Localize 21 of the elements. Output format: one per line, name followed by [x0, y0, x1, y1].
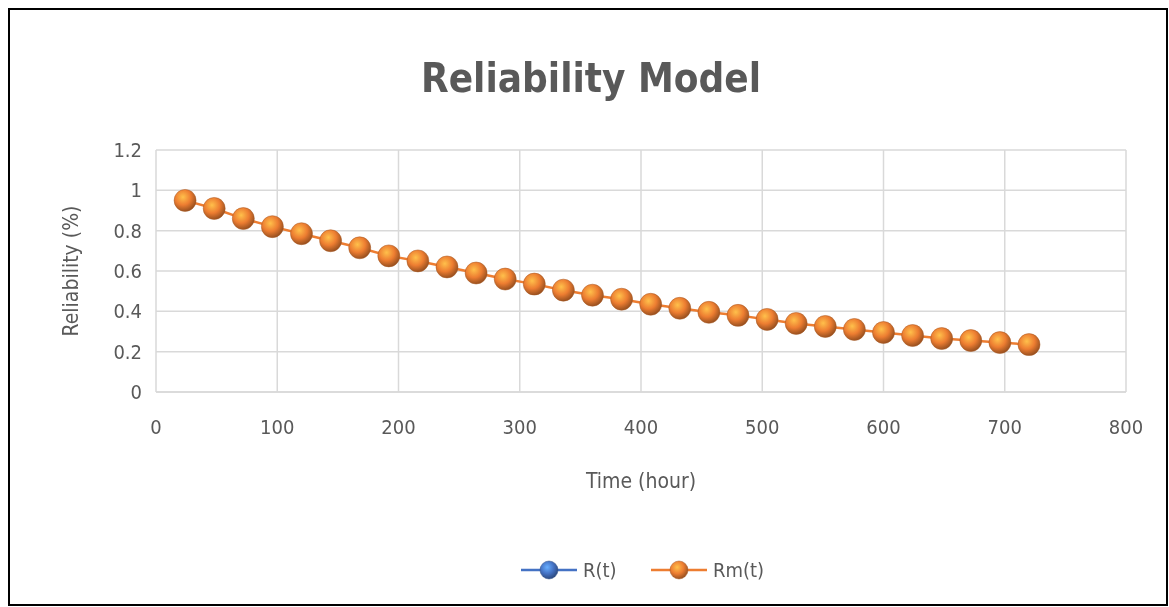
x-tick-label: 600 [866, 415, 901, 439]
y-tick-label: 1 [130, 178, 142, 203]
y-tick-label: 1.2 [113, 138, 142, 162]
y-tick-label: 0 [130, 380, 142, 404]
x-tick-label: 0 [150, 415, 162, 439]
x-axis-title: Time (hour) [584, 469, 697, 493]
x-tick-label: 300 [502, 415, 537, 439]
y-axis-title: Reliability (%) [59, 205, 83, 337]
legend-label: Rm(t) [713, 558, 765, 582]
x-tick-label: 400 [623, 415, 659, 439]
chart-title: Reliability Model [420, 55, 762, 101]
y-tick-label: 0.6 [113, 259, 142, 283]
x-tick-label: 700 [987, 415, 1022, 439]
legend-label: R(t) [583, 558, 617, 582]
y-tick-label: 0.8 [113, 218, 142, 243]
x-tick-label: 800 [1108, 415, 1144, 439]
y-tick-label: 0.4 [113, 299, 142, 324]
x-tick-label: 200 [381, 415, 416, 439]
y-tick-label: 0.2 [113, 339, 142, 364]
x-tick-label: 100 [260, 415, 295, 439]
x-tick-label: 500 [745, 415, 780, 439]
